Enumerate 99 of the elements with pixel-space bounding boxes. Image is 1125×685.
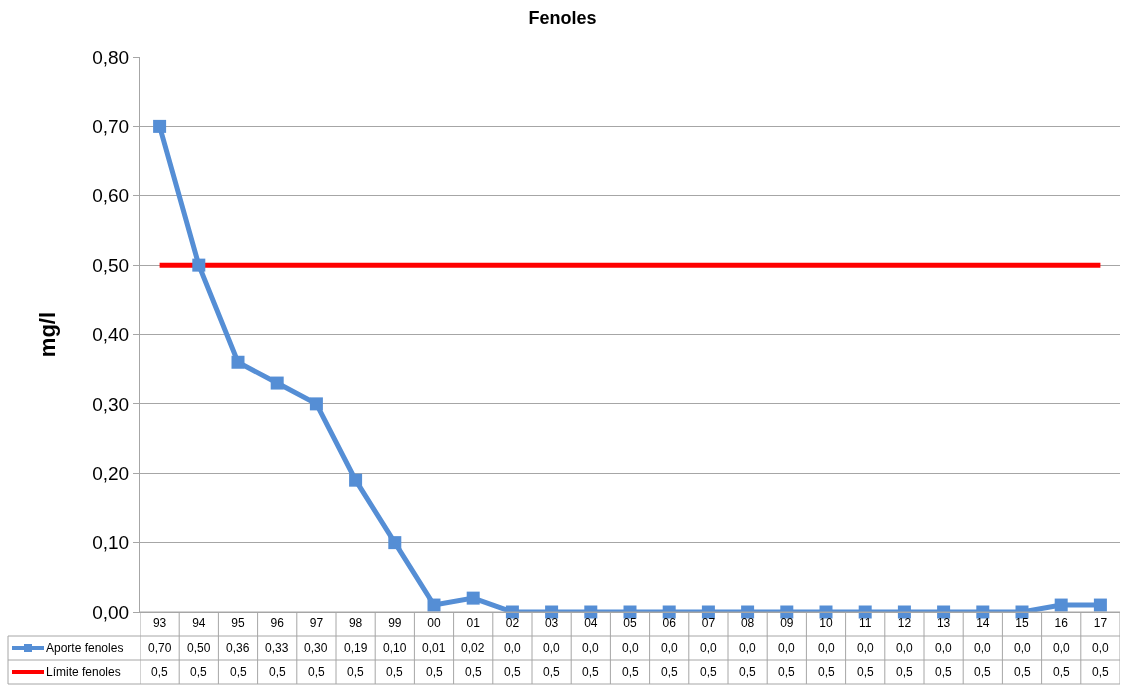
point	[1093, 598, 1107, 612]
data-label: 0,0	[504, 641, 522, 655]
data-label: 0,5	[269, 665, 287, 679]
data-label: 0,10	[383, 641, 407, 655]
data-label: 0,5	[1053, 665, 1071, 679]
data-label: 0,0	[778, 641, 796, 655]
x-tick-label: 02	[505, 616, 520, 631]
y-tick-label: 0,60	[92, 185, 130, 207]
legend-label: Aporte fenoles	[46, 641, 124, 655]
data-label: 0,5	[857, 665, 875, 679]
data-label: 0,30	[304, 641, 328, 655]
x-tick-label: 11	[858, 616, 872, 631]
x-tick-label: 95	[231, 616, 245, 631]
data-label: 0,0	[1092, 641, 1110, 655]
point	[309, 397, 323, 411]
data-label: 0,01	[422, 641, 446, 655]
data-label: 0,5	[818, 665, 836, 679]
x-tick-label: 03	[544, 616, 559, 631]
data-label: 0,5	[465, 665, 483, 679]
point	[466, 591, 480, 605]
x-tick-label: 98	[348, 616, 363, 631]
data-label: 0,36	[226, 641, 250, 655]
x-tick-label: 00	[427, 616, 441, 631]
x-tick-label: 16	[1054, 616, 1069, 631]
x-tick-label: 12	[897, 616, 912, 631]
data-label: 0,0	[700, 641, 718, 655]
data-label: 0,0	[582, 641, 600, 655]
data-label: 0,0	[1053, 641, 1071, 655]
x-tick-label: 09	[780, 616, 794, 631]
data-label: 0,5	[622, 665, 640, 679]
point	[192, 258, 206, 272]
point	[231, 355, 245, 369]
data-label: 0,5	[543, 665, 561, 679]
x-tick-label: 01	[466, 616, 481, 631]
data-label: 0,70	[148, 641, 172, 655]
data-label: 0,5	[1092, 665, 1110, 679]
y-axis-title: mg/l	[35, 311, 61, 358]
x-tick-label: 93	[152, 616, 167, 631]
y-tick-label: 0,20	[92, 462, 130, 484]
x-tick-label: 04	[584, 616, 598, 631]
data-label: 0,02	[461, 641, 485, 655]
point	[427, 598, 441, 612]
point	[349, 473, 363, 487]
data-label: 0,5	[700, 665, 718, 679]
data-label: 0,5	[582, 665, 600, 679]
point	[270, 376, 284, 390]
y-tick-label: 0,50	[92, 254, 130, 276]
data-label: 0,0	[661, 641, 679, 655]
y-tick-label: 0,10	[92, 532, 130, 554]
y-tick-label: 0,80	[92, 46, 130, 68]
data-label: 0,0	[974, 641, 992, 655]
chart-title: Fenoles	[528, 8, 597, 29]
legend-label: Límite fenoles	[46, 665, 121, 679]
data-label: 0,5	[661, 665, 679, 679]
data-label: 0,5	[308, 665, 326, 679]
data-label: 0,5	[504, 665, 522, 679]
data-label: 0,0	[896, 641, 914, 655]
data-label: 0,50	[187, 641, 211, 655]
data-label: 0,5	[426, 665, 444, 679]
data-label: 0,0	[1014, 641, 1032, 655]
data-label: 0,0	[622, 641, 640, 655]
y-tick-label: 0,40	[92, 324, 130, 346]
data-label: 0,5	[151, 665, 169, 679]
y-tick-label: 0,70	[92, 116, 130, 138]
data-label: 0,0	[543, 641, 561, 655]
point	[153, 119, 167, 133]
data-label: 0,5	[1014, 665, 1032, 679]
x-tick-label: 07	[701, 616, 716, 631]
x-tick-label: 10	[819, 616, 833, 631]
data-label: 0,5	[230, 665, 248, 679]
data-label: 0,5	[190, 665, 208, 679]
x-tick-label: 08	[740, 616, 755, 631]
y-tick-label: 0,30	[92, 393, 130, 415]
data-label: 0,0	[857, 641, 875, 655]
data-label: 0,5	[896, 665, 914, 679]
x-tick-label: 17	[1093, 616, 1108, 631]
x-tick-label: 99	[388, 616, 402, 631]
x-tick-label: 05	[623, 616, 637, 631]
point	[1054, 598, 1068, 612]
data-label: 0,0	[935, 641, 953, 655]
data-label: 0,5	[347, 665, 365, 679]
data-label: 0,0	[818, 641, 836, 655]
x-tick-label: 15	[1015, 616, 1029, 631]
x-tick-label: 97	[309, 616, 324, 631]
data-label: 0,0	[739, 641, 757, 655]
x-tick-label: 94	[192, 616, 206, 631]
x-tick-label: 96	[270, 616, 285, 631]
x-tick-label: 06	[662, 616, 677, 631]
data-label: 0,5	[974, 665, 992, 679]
data-label: 0,5	[778, 665, 796, 679]
data-label: 0,19	[344, 641, 368, 655]
x-tick-label: 13	[936, 616, 951, 631]
data-label: 0,33	[265, 641, 289, 655]
data-label: 0,5	[935, 665, 953, 679]
x-tick-label: 14	[976, 616, 990, 631]
y-tick-label: 0,00	[92, 601, 130, 623]
data-label: 0,5	[739, 665, 757, 679]
data-label: 0,5	[386, 665, 404, 679]
point	[388, 536, 402, 550]
